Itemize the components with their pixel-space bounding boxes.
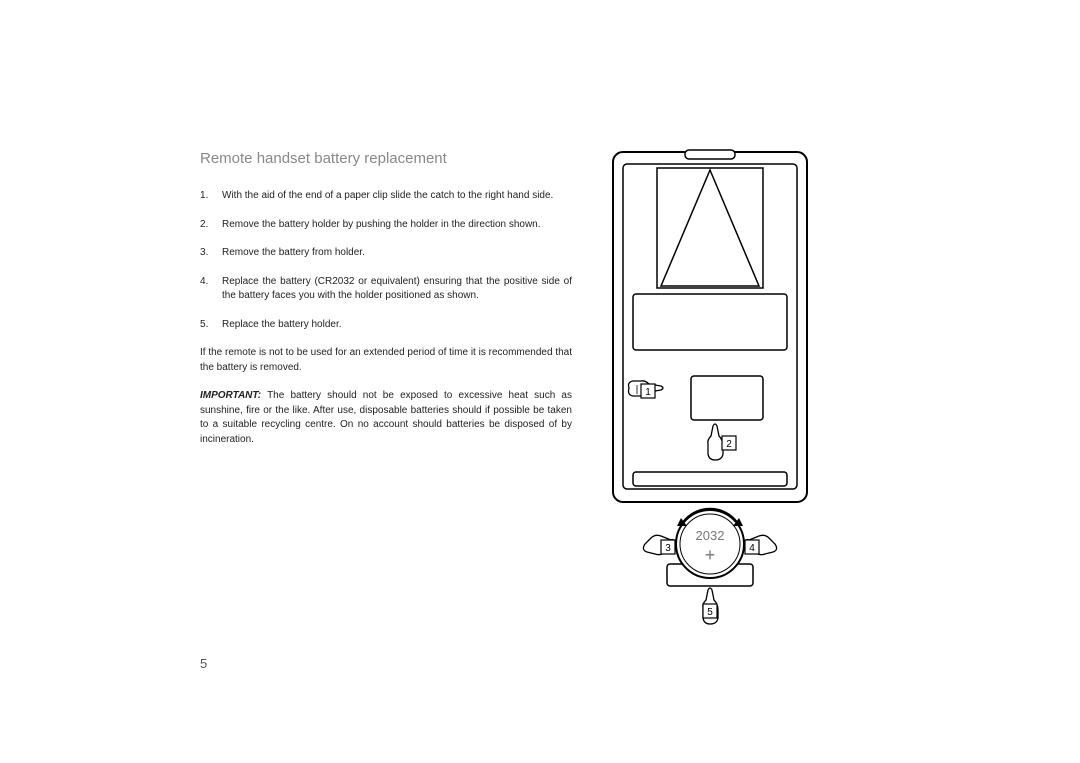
- important-label: IMPORTANT:: [200, 390, 261, 401]
- step-4: Replace the battery (CR2032 or equivalen…: [200, 275, 572, 304]
- callout-5: 5: [707, 607, 713, 618]
- battery-diagram: 1 2 2032 + 3 4 5: [605, 146, 815, 651]
- step-5: Replace the battery holder.: [200, 318, 572, 333]
- callout-2: 2: [726, 439, 732, 450]
- callout-1: 1: [645, 387, 651, 398]
- page-number: 5: [200, 656, 207, 671]
- usage-note: If the remote is not to be used for an e…: [200, 346, 572, 375]
- steps-list: With the aid of the end of a paper clip …: [200, 189, 572, 332]
- important-note: IMPORTANT: The battery should not be exp…: [200, 389, 572, 447]
- callout-4: 4: [749, 543, 755, 554]
- instruction-column: With the aid of the end of a paper clip …: [200, 189, 572, 447]
- step-3: Remove the battery from holder.: [200, 246, 572, 261]
- callout-3: 3: [665, 543, 671, 554]
- battery-label: 2032: [696, 528, 725, 543]
- step-2: Remove the battery holder by pushing the…: [200, 218, 572, 233]
- battery-plus-icon: +: [705, 545, 716, 565]
- step-1: With the aid of the end of a paper clip …: [200, 189, 572, 204]
